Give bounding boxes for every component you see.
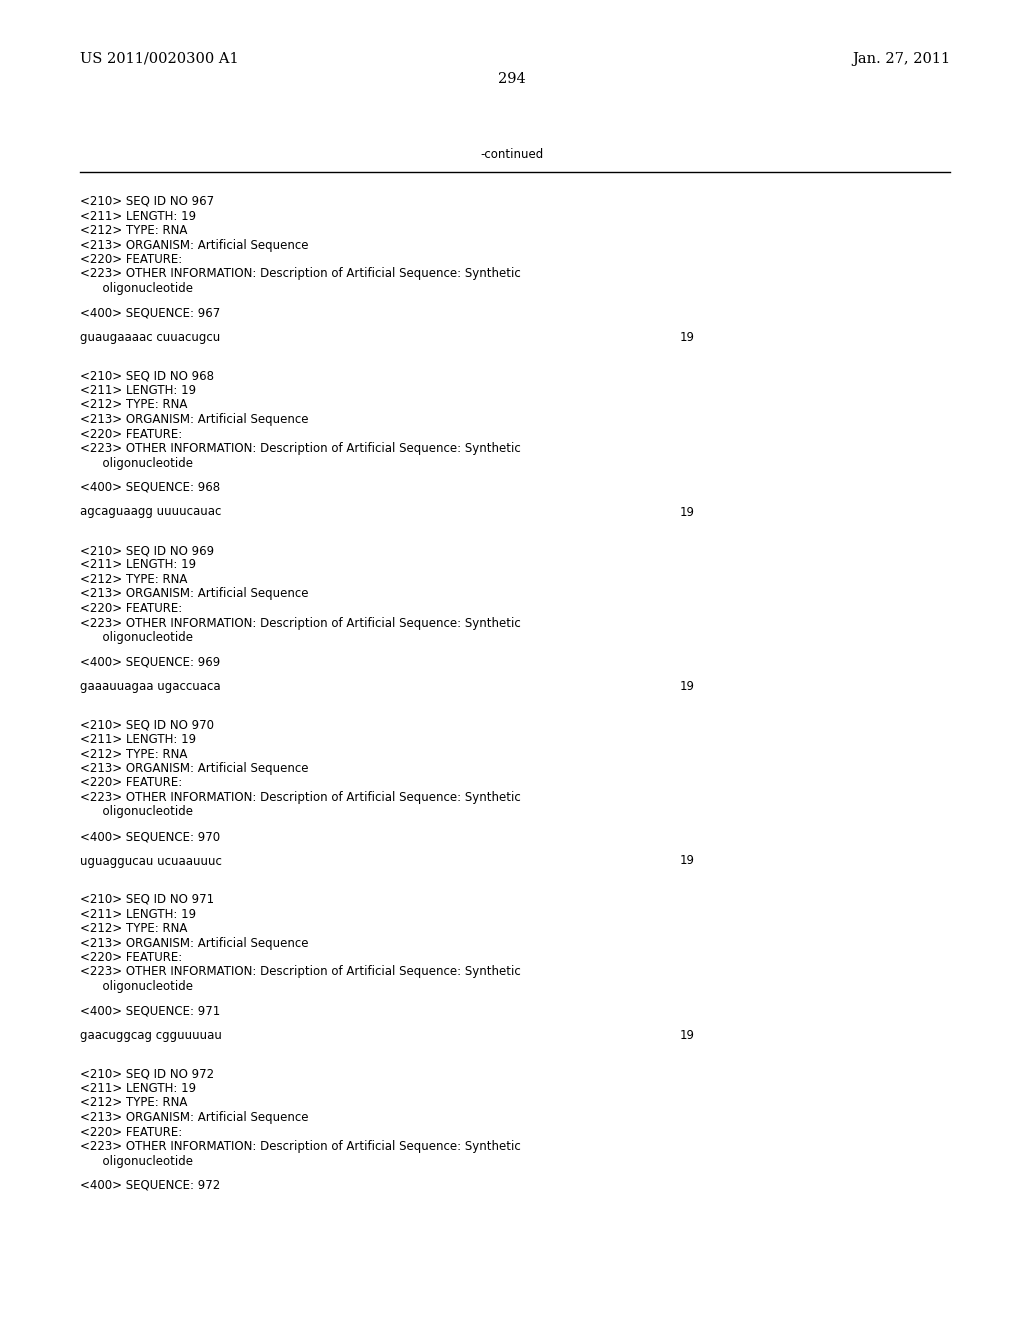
Text: <210> SEQ ID NO 969: <210> SEQ ID NO 969 (80, 544, 214, 557)
Text: <213> ORGANISM: Artificial Sequence: <213> ORGANISM: Artificial Sequence (80, 239, 308, 252)
Text: <223> OTHER INFORMATION: Description of Artificial Sequence: Synthetic: <223> OTHER INFORMATION: Description of … (80, 1140, 521, 1152)
Text: <212> TYPE: RNA: <212> TYPE: RNA (80, 224, 187, 238)
Text: gaaauuagaa ugaccuaca: gaaauuagaa ugaccuaca (80, 680, 220, 693)
Text: <223> OTHER INFORMATION: Description of Artificial Sequence: Synthetic: <223> OTHER INFORMATION: Description of … (80, 442, 521, 455)
Text: <211> LENGTH: 19: <211> LENGTH: 19 (80, 908, 197, 920)
Text: <213> ORGANISM: Artificial Sequence: <213> ORGANISM: Artificial Sequence (80, 413, 308, 426)
Text: <220> FEATURE:: <220> FEATURE: (80, 253, 182, 267)
Text: 294: 294 (498, 73, 526, 86)
Text: <212> TYPE: RNA: <212> TYPE: RNA (80, 573, 187, 586)
Text: <223> OTHER INFORMATION: Description of Artificial Sequence: Synthetic: <223> OTHER INFORMATION: Description of … (80, 791, 521, 804)
Text: <213> ORGANISM: Artificial Sequence: <213> ORGANISM: Artificial Sequence (80, 587, 308, 601)
Text: <400> SEQUENCE: 968: <400> SEQUENCE: 968 (80, 480, 220, 494)
Text: <220> FEATURE:: <220> FEATURE: (80, 776, 182, 789)
Text: <400> SEQUENCE: 972: <400> SEQUENCE: 972 (80, 1179, 220, 1192)
Text: <210> SEQ ID NO 972: <210> SEQ ID NO 972 (80, 1068, 214, 1081)
Text: <213> ORGANISM: Artificial Sequence: <213> ORGANISM: Artificial Sequence (80, 762, 308, 775)
Text: oligonucleotide: oligonucleotide (80, 282, 193, 294)
Text: <210> SEQ ID NO 968: <210> SEQ ID NO 968 (80, 370, 214, 383)
Text: <211> LENGTH: 19: <211> LENGTH: 19 (80, 384, 197, 397)
Text: <220> FEATURE:: <220> FEATURE: (80, 1126, 182, 1138)
Text: oligonucleotide: oligonucleotide (80, 979, 193, 993)
Text: <210> SEQ ID NO 970: <210> SEQ ID NO 970 (80, 718, 214, 731)
Text: <211> LENGTH: 19: <211> LENGTH: 19 (80, 1082, 197, 1096)
Text: <400> SEQUENCE: 969: <400> SEQUENCE: 969 (80, 656, 220, 668)
Text: <220> FEATURE:: <220> FEATURE: (80, 602, 182, 615)
Text: guaugaaaac cuuacugcu: guaugaaaac cuuacugcu (80, 331, 220, 345)
Text: 19: 19 (680, 680, 695, 693)
Text: oligonucleotide: oligonucleotide (80, 457, 193, 470)
Text: <223> OTHER INFORMATION: Description of Artificial Sequence: Synthetic: <223> OTHER INFORMATION: Description of … (80, 268, 521, 281)
Text: uguaggucau ucuaauuuc: uguaggucau ucuaauuuc (80, 854, 222, 867)
Text: <213> ORGANISM: Artificial Sequence: <213> ORGANISM: Artificial Sequence (80, 1111, 308, 1125)
Text: 19: 19 (680, 854, 695, 867)
Text: 19: 19 (680, 1030, 695, 1041)
Text: <212> TYPE: RNA: <212> TYPE: RNA (80, 921, 187, 935)
Text: <223> OTHER INFORMATION: Description of Artificial Sequence: Synthetic: <223> OTHER INFORMATION: Description of … (80, 616, 521, 630)
Text: <212> TYPE: RNA: <212> TYPE: RNA (80, 747, 187, 760)
Text: <212> TYPE: RNA: <212> TYPE: RNA (80, 399, 187, 412)
Text: <211> LENGTH: 19: <211> LENGTH: 19 (80, 210, 197, 223)
Text: <400> SEQUENCE: 971: <400> SEQUENCE: 971 (80, 1005, 220, 1018)
Text: <220> FEATURE:: <220> FEATURE: (80, 950, 182, 964)
Text: US 2011/0020300 A1: US 2011/0020300 A1 (80, 51, 239, 66)
Text: Jan. 27, 2011: Jan. 27, 2011 (852, 51, 950, 66)
Text: <213> ORGANISM: Artificial Sequence: <213> ORGANISM: Artificial Sequence (80, 936, 308, 949)
Text: 19: 19 (680, 331, 695, 345)
Text: gaacuggcag cgguuuuau: gaacuggcag cgguuuuau (80, 1030, 222, 1041)
Text: 19: 19 (680, 506, 695, 519)
Text: <223> OTHER INFORMATION: Description of Artificial Sequence: Synthetic: <223> OTHER INFORMATION: Description of … (80, 965, 521, 978)
Text: <210> SEQ ID NO 971: <210> SEQ ID NO 971 (80, 894, 214, 906)
Text: oligonucleotide: oligonucleotide (80, 805, 193, 818)
Text: -continued: -continued (480, 148, 544, 161)
Text: agcaguaagg uuuucauac: agcaguaagg uuuucauac (80, 506, 221, 519)
Text: oligonucleotide: oligonucleotide (80, 631, 193, 644)
Text: <212> TYPE: RNA: <212> TYPE: RNA (80, 1097, 187, 1110)
Text: <211> LENGTH: 19: <211> LENGTH: 19 (80, 558, 197, 572)
Text: <211> LENGTH: 19: <211> LENGTH: 19 (80, 733, 197, 746)
Text: oligonucleotide: oligonucleotide (80, 1155, 193, 1167)
Text: <400> SEQUENCE: 967: <400> SEQUENCE: 967 (80, 306, 220, 319)
Text: <220> FEATURE:: <220> FEATURE: (80, 428, 182, 441)
Text: <210> SEQ ID NO 967: <210> SEQ ID NO 967 (80, 195, 214, 209)
Text: <400> SEQUENCE: 970: <400> SEQUENCE: 970 (80, 830, 220, 843)
